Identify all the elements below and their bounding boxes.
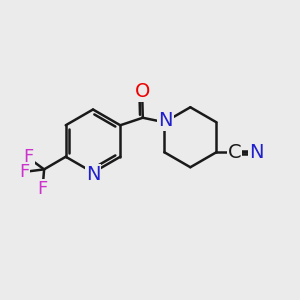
Text: N: N [86, 164, 100, 184]
Text: F: F [23, 148, 34, 166]
Text: N: N [249, 143, 263, 162]
Text: C: C [227, 143, 241, 162]
Text: F: F [19, 163, 29, 181]
Text: O: O [134, 82, 150, 101]
Text: F: F [38, 180, 48, 198]
Text: N: N [158, 111, 173, 130]
